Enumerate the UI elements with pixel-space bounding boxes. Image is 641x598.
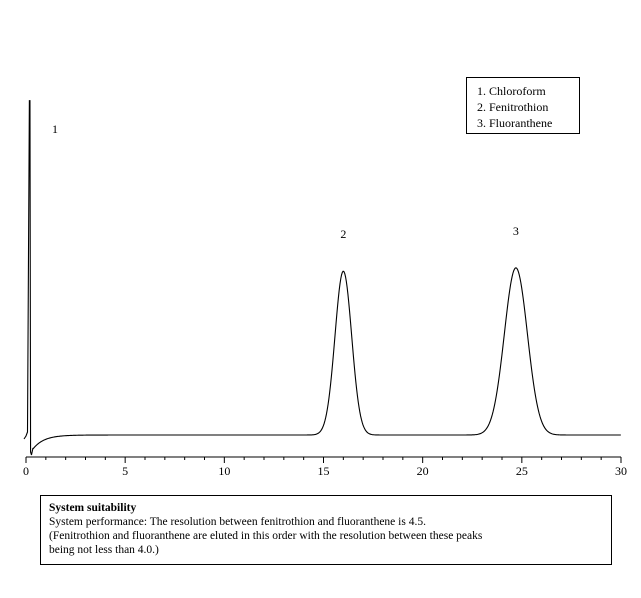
x-tick-label: 0 [23,464,29,478]
peak-label-2: 2 [340,227,346,241]
legend-item-fenitrothion: 2. Fenitrothion [477,100,549,114]
x-tick-label: 20 [417,464,429,478]
peak-labels: 1 2 3 [52,122,519,241]
system-performance-text: System performance: The resolution betwe… [49,516,426,528]
peak-label-1: 1 [52,122,58,136]
system-suitability-box: System suitability System performance: T… [40,495,612,565]
x-tick-label: 25 [516,464,528,478]
chromatogram-trace [23,100,621,456]
legend-item-chloroform: 1. Chloroform [477,84,546,98]
legend: 1. Chloroform 2. Fenitrothion 3. Fluoran… [466,77,580,134]
resolution-requirement-text: being not less than 4.0.) [49,544,159,556]
chromatogram-chart: 0 5 10 15 20 25 30 1 2 3 [23,100,627,478]
x-tick-label: 5 [122,464,128,478]
x-axis: 0 5 10 15 20 25 30 [23,456,627,478]
system-suitability-title: System suitability [49,502,137,514]
elution-order-text: (Fenitrothion and fluoranthene are elute… [49,530,483,542]
legend-item-fluoranthene: 3. Fluoranthene [477,116,553,130]
x-tick-label: 30 [615,464,627,478]
x-tick-label: 10 [218,464,230,478]
x-tick-label: 15 [318,464,330,478]
peak-label-3: 3 [513,224,519,238]
